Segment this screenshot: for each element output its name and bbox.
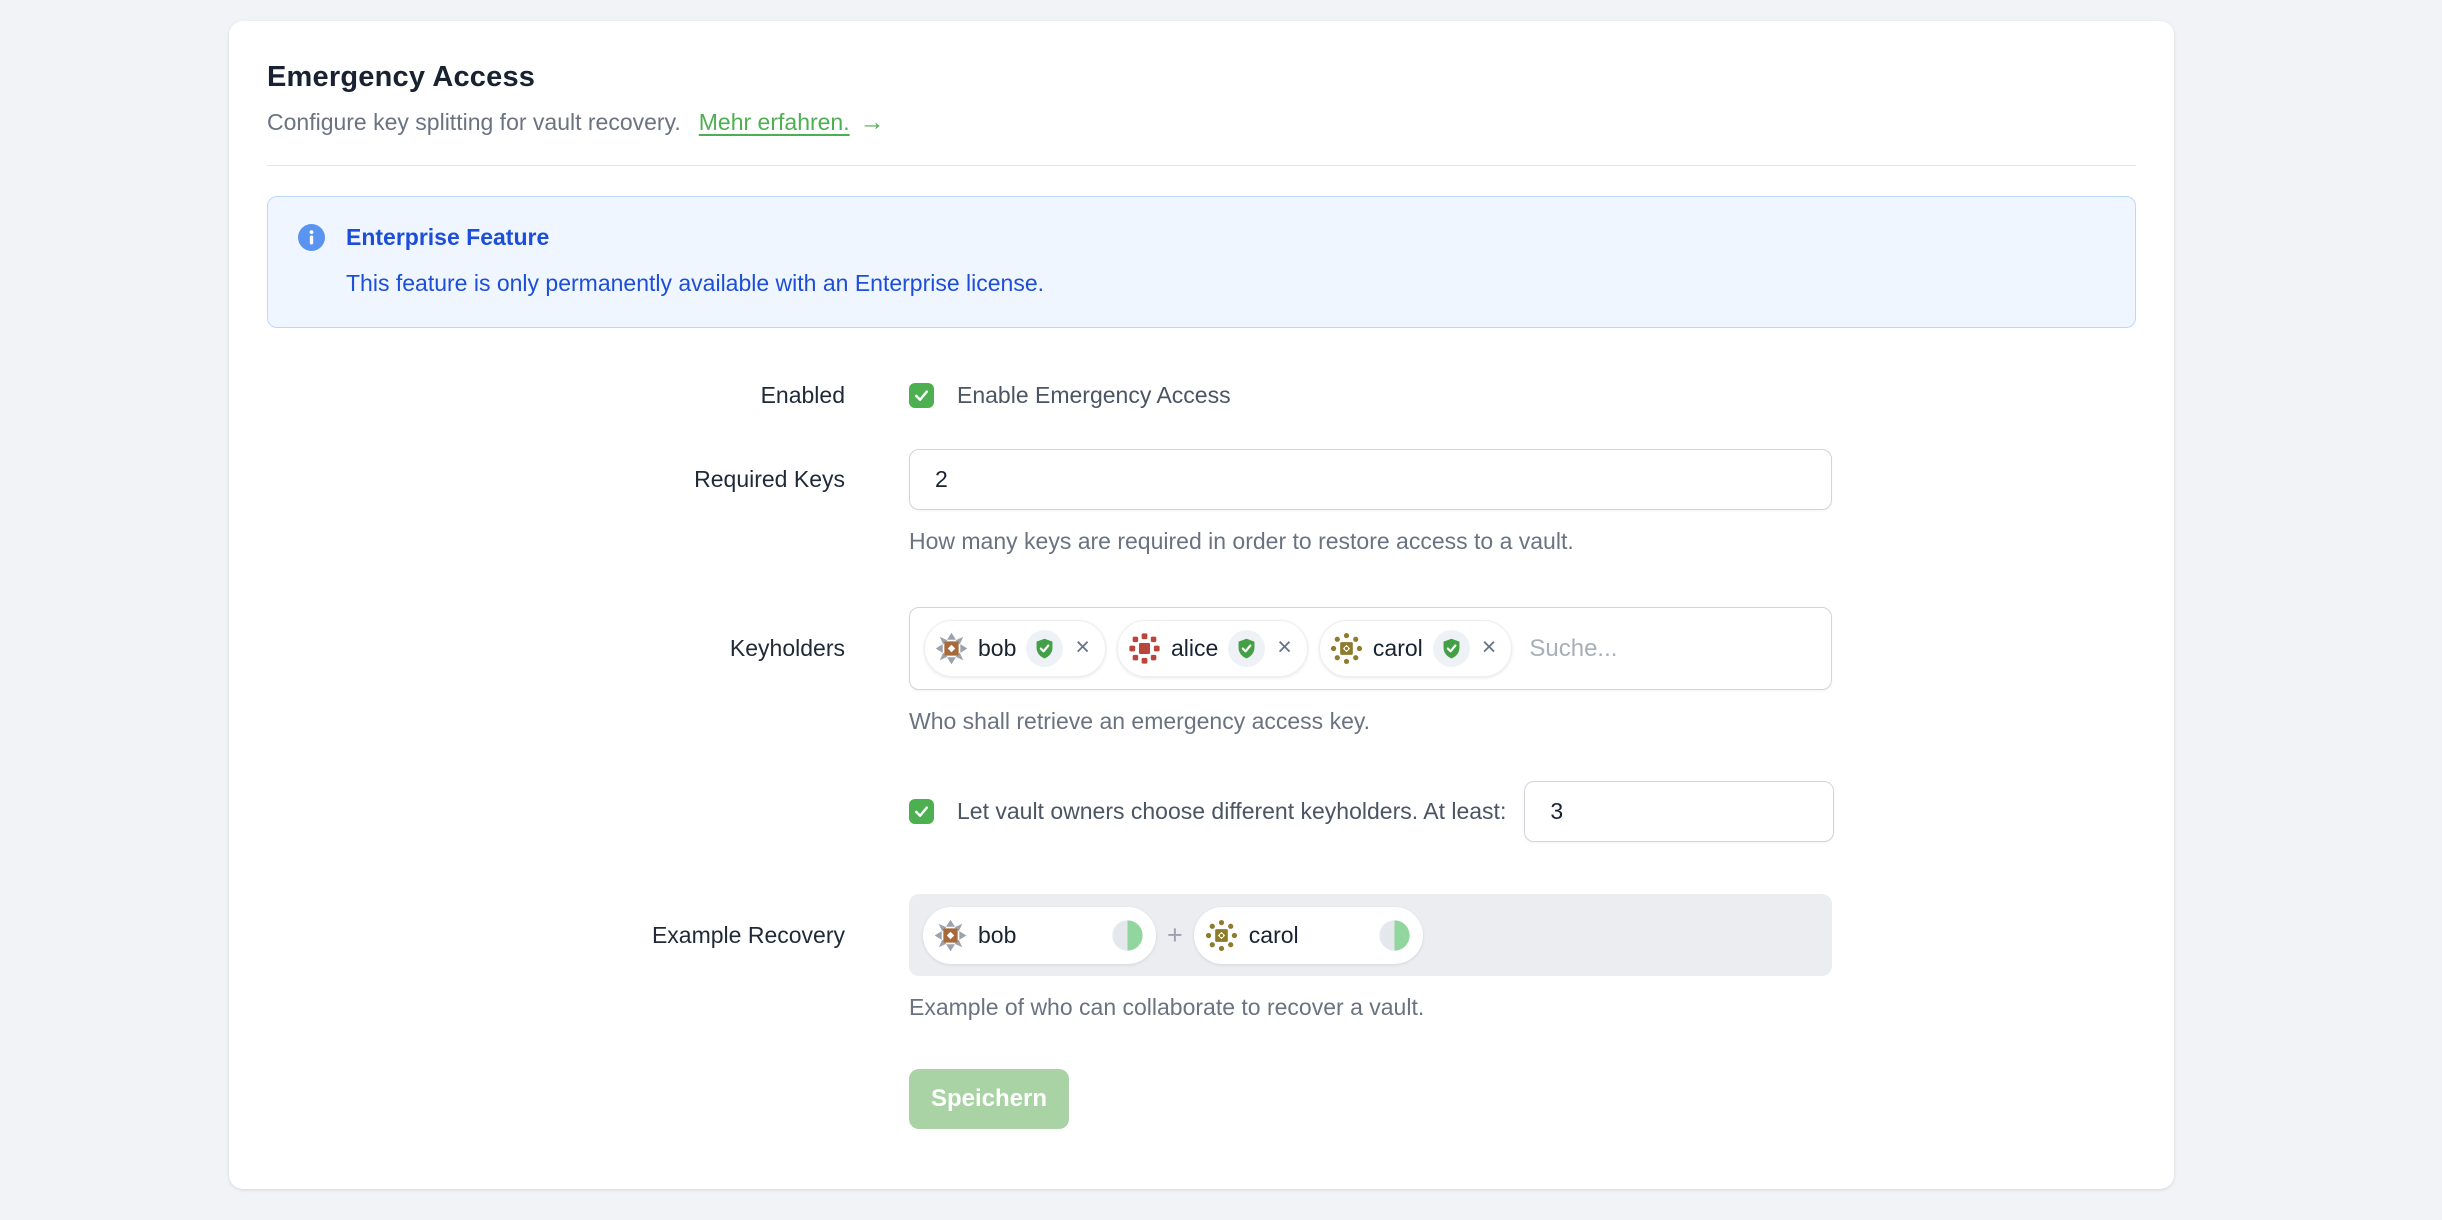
notice-title: Enterprise Feature (346, 224, 550, 250)
keyholder-chip-carol: carol × (1318, 620, 1513, 677)
verified-shield-icon (1432, 630, 1470, 667)
half-share-pie-icon (1378, 919, 1411, 952)
header-divider (267, 165, 2136, 166)
keyholders-tag-input[interactable]: bob × (909, 607, 1832, 690)
identicon-avatar-bob (935, 632, 968, 665)
remove-keyholder-button[interactable]: × (1275, 634, 1298, 663)
keyholder-name: alice (1170, 635, 1219, 661)
identicon-avatar-bob (934, 919, 967, 952)
owners-min-input[interactable] (1524, 781, 1835, 842)
checkbox-checked-icon[interactable] (909, 383, 934, 408)
notice-header: Enterprise Feature (298, 224, 2105, 251)
required-keys-row: Required Keys (267, 449, 2136, 510)
example-recovery-help: Example of who can collaborate to recove… (909, 994, 1425, 1020)
save-button[interactable]: Speichern (909, 1069, 1069, 1129)
enabled-row: Enabled Enable Emergency Access (267, 382, 2136, 409)
example-recovery-panel: bob + (909, 894, 1832, 976)
owners-choice-checkbox[interactable] (909, 799, 934, 824)
notice-body: This feature is only permanently availab… (346, 270, 1045, 296)
required-keys-input[interactable] (909, 449, 1832, 510)
keyholder-chip-alice: alice × (1116, 620, 1308, 677)
plus-icon: + (1167, 919, 1183, 950)
page-title: Emergency Access (267, 61, 536, 93)
example-chip-name: carol (1248, 921, 1299, 948)
keyholders-help: Who shall retrieve an emergency access k… (909, 708, 1371, 734)
keyholder-name: carol (1372, 635, 1423, 661)
learn-more-link[interactable]: Mehr erfahren. (698, 109, 850, 135)
verified-shield-icon (1228, 630, 1266, 667)
enable-emergency-access-checkbox[interactable]: Enable Emergency Access (909, 382, 1832, 409)
example-chip-bob: bob (923, 906, 1156, 964)
keyholders-row: Keyholders (267, 607, 2136, 690)
keyholder-chip-bob: bob × (924, 620, 1106, 677)
emergency-access-card: Emergency Access Configure key splitting… (229, 21, 2174, 1189)
save-row: Speichern (267, 1069, 2136, 1129)
example-chip-carol: carol (1193, 906, 1423, 964)
keyholder-search-input[interactable] (1523, 634, 1817, 663)
keyholder-name: bob (978, 635, 1017, 661)
verified-shield-icon (1026, 630, 1064, 667)
example-recovery-help-row: Example of who can collaborate to recove… (267, 994, 2136, 1021)
example-chip-name: bob (978, 921, 1017, 948)
subtitle-text: Configure key splitting for vault recove… (267, 109, 681, 135)
field-label-keyholders: Keyholders (729, 635, 845, 661)
info-icon (298, 224, 325, 251)
remove-keyholder-button[interactable]: × (1480, 634, 1503, 663)
required-keys-help-row: How many keys are required in order to r… (267, 528, 2136, 555)
arrow-right-icon: → (859, 108, 885, 136)
page-subtitle: Configure key splitting for vault recove… (267, 108, 2136, 137)
enterprise-feature-notice: Enterprise Feature This feature is only … (267, 196, 2136, 328)
required-keys-help: How many keys are required in order to r… (909, 528, 1574, 554)
field-label-required-keys: Required Keys (694, 466, 845, 492)
half-share-pie-icon (1111, 919, 1144, 952)
keyholders-help-row: Who shall retrieve an emergency access k… (267, 708, 2136, 735)
example-recovery-row: Example Recovery (267, 894, 2136, 976)
owners-choice-label: Let vault owners choose different keyhol… (957, 798, 1507, 824)
field-label-example-recovery: Example Recovery (651, 921, 845, 948)
checkbox-label: Enable Emergency Access (957, 382, 1231, 408)
owners-choice-row: Let vault owners choose different keyhol… (267, 781, 2136, 842)
identicon-avatar-alice (1128, 632, 1161, 665)
field-label-enabled: Enabled (760, 382, 845, 408)
identicon-avatar-carol (1330, 632, 1363, 665)
remove-keyholder-button[interactable]: × (1073, 634, 1096, 663)
identicon-avatar-carol (1205, 919, 1238, 952)
